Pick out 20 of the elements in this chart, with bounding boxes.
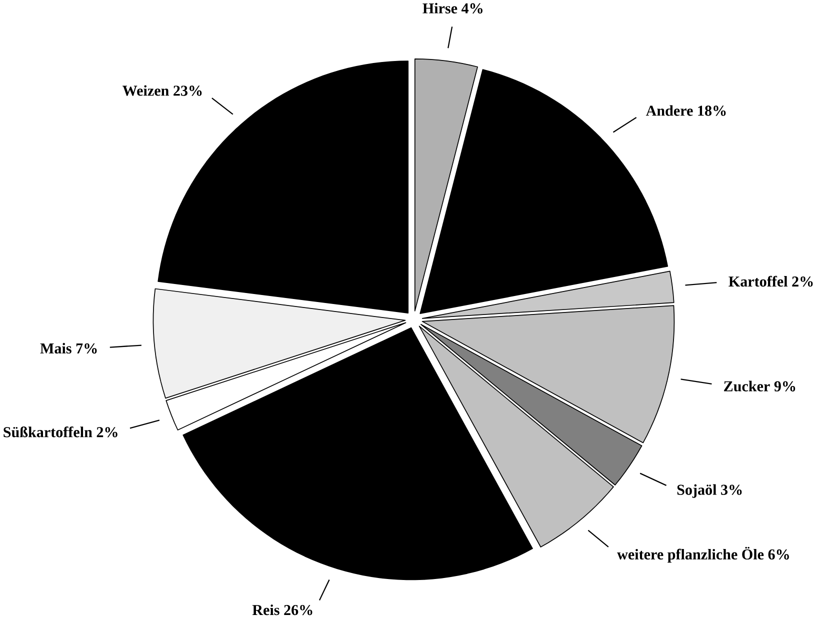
slice-label: Sojaöl: [677, 484, 716, 498]
slice-label: Mais: [40, 342, 72, 354]
data-label: 9%: [774, 381, 796, 392]
slice-label: Süßkartoffeln: [4, 426, 92, 438]
data-label: 2%: [96, 427, 118, 438]
slice-label: weitere pflanzliche Öle: [617, 546, 764, 563]
slice-label: Kartoffel: [728, 276, 788, 287]
data-label: 3%: [721, 484, 742, 495]
slice-label: Andere: [646, 105, 693, 116]
slice-label: Hirse: [422, 2, 458, 14]
data-label: 26%: [284, 604, 312, 616]
data-label: 18%: [698, 106, 726, 116]
data-label: 4%: [462, 3, 482, 14]
slice-label: Zucker: [724, 380, 770, 392]
data-label: 7%: [76, 343, 97, 354]
data-label: 23%: [174, 86, 202, 96]
slice-label: Weizen: [122, 85, 169, 96]
data-label: 6%: [768, 549, 789, 560]
slice-label: Reis: [252, 604, 280, 616]
data-label: 2%: [792, 276, 813, 287]
